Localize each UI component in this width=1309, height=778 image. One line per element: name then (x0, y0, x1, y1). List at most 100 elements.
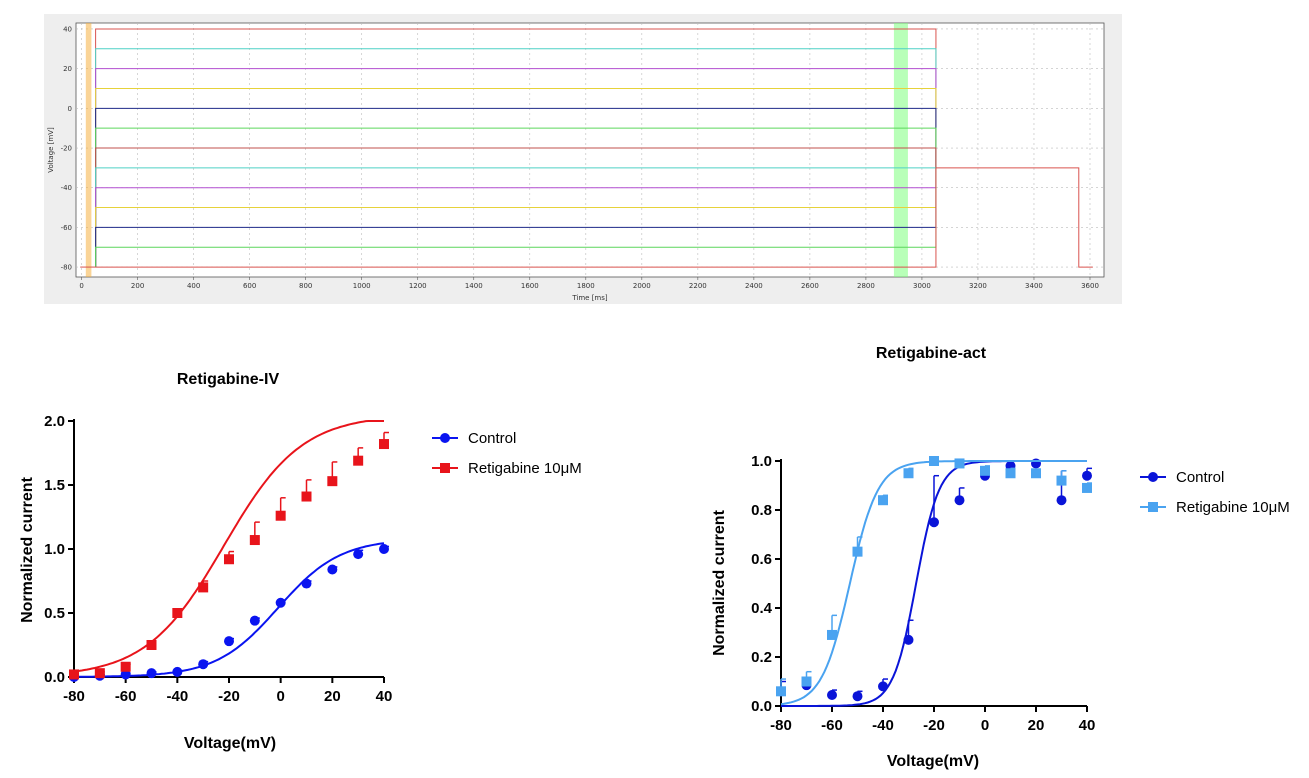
iv-chart-x-tick-label: -80 (63, 688, 85, 705)
iv-y-axis-label: Normalized current (19, 476, 36, 622)
act-chart-data-point (1056, 475, 1067, 486)
protocol-x-tick-label: 3600 (1081, 282, 1099, 290)
protocol-x-tick-label: 3400 (1025, 282, 1043, 290)
iv-chart-legend-marker-0 (440, 433, 450, 443)
iv-chart-data-point (249, 615, 260, 626)
act-chart-data-point (903, 468, 914, 479)
act-chart-data-point (1056, 495, 1067, 506)
protocol-x-tick-label: 800 (299, 282, 312, 290)
iv-chart-data-point (379, 544, 389, 554)
iv-chart-legend-marker-1 (440, 463, 450, 473)
act-chart-data-point (903, 634, 914, 645)
act-chart-data-point (929, 517, 939, 528)
protocol-x-tick-label: 400 (187, 282, 200, 290)
protocol-x-tick-label: 2800 (857, 282, 875, 290)
iv-x-axis-label: Voltage(mV) (184, 735, 276, 752)
act-chart-data-point (1005, 468, 1016, 479)
protocol-x-tick-label: 1000 (353, 282, 371, 290)
iv-chart-data-point (172, 666, 183, 677)
iv-chart-y-tick-label: 2.0 (44, 413, 65, 430)
iv-chart-data-point (172, 608, 183, 618)
protocol-tail-trace (935, 167, 1093, 268)
protocol-x-tick-label: 2600 (801, 282, 819, 290)
iv-chart-data-point (146, 640, 157, 650)
protocol-x-tick-label: 200 (131, 282, 144, 290)
act-chart-data-point (827, 689, 837, 700)
iv-chart-x-tick-label: 0 (276, 688, 284, 705)
act-chart-data-point (801, 676, 812, 687)
iv-chart-data-point (327, 476, 338, 487)
iv-chart-legend-label-1: Retigabine 10μM (468, 460, 582, 477)
act-chart-y-tick-label: 0.6 (751, 551, 772, 568)
protocol-x-tick-label: 1600 (521, 282, 539, 290)
iv-chart-data-point (327, 564, 338, 575)
act-chart-data-point (980, 465, 990, 476)
protocol-y-tick-label: 20 (63, 65, 72, 73)
act-chart-legend-marker-1 (1148, 502, 1158, 512)
act-y-axis-label: Normalized current (711, 509, 728, 655)
act-chart-data-point (1031, 468, 1041, 479)
act-chart-y-tick-label: 0.2 (751, 649, 772, 666)
protocol-y-tick-label: -40 (61, 184, 72, 192)
act-chart-y-tick-label: 1.0 (751, 453, 772, 470)
act-chart-x-tick-label: -40 (872, 717, 894, 734)
iv-chart-data-point (198, 659, 209, 670)
iv-chart-data-point (224, 636, 234, 647)
iv-chart-y-tick-label: 0.5 (44, 605, 65, 622)
protocol-y-tick-label: -80 (61, 264, 72, 272)
iv-chart-x-tick-label: 20 (324, 688, 341, 705)
protocol-y-tick-label: -20 (61, 145, 72, 153)
iv-chart-x-tick-label: -20 (218, 688, 240, 705)
act-chart-legend-marker-0 (1148, 472, 1158, 482)
act-chart-data-point (776, 686, 786, 697)
act-chart-legend-label-1: Retigabine 10μM (1176, 499, 1290, 516)
protocol-cursor-band (85, 23, 92, 277)
protocol-cursor-band (893, 23, 908, 277)
iv-chart-data-point (120, 669, 131, 680)
protocol-y-tick-label: 40 (63, 25, 72, 33)
iv-chart-data-point (120, 661, 131, 672)
protocol-x-tick-label: 3000 (913, 282, 931, 290)
iv-chart-fit-curve-1 (73, 420, 384, 673)
act-chart-x-tick-label: 20 (1028, 717, 1045, 734)
act-chart: Retigabine-act Voltage(mV) Normalized cu… (711, 345, 1290, 770)
protocol-plot-area (75, 22, 1105, 278)
act-chart-x-tick-label: -20 (923, 717, 945, 734)
iv-chart-x-tick-label: 40 (376, 688, 393, 705)
protocol-x-tick-label: 0 (79, 282, 83, 290)
iv-chart-data-point (301, 578, 312, 589)
act-chart-legend-label-0: Control (1176, 469, 1224, 486)
protocol-x-tick-label: 1400 (465, 282, 483, 290)
iv-chart-data-point (224, 554, 234, 565)
iv-chart-y-tick-label: 1.0 (44, 541, 65, 558)
iv-chart-y-tick-label: 1.5 (44, 477, 65, 494)
act-chart-y-tick-label: 0.0 (751, 698, 772, 715)
iv-chart-data-point (301, 491, 312, 502)
act-chart-x-tick-label: 0 (981, 717, 989, 734)
act-chart-data-point (878, 495, 888, 506)
act-chart-data-point (852, 691, 863, 702)
iv-chart-data-point (275, 510, 286, 521)
iv-chart-x-tick-label: -60 (115, 688, 137, 705)
iv-chart-y-tick-label: 0.0 (44, 669, 65, 686)
act-chart-x-tick-label: -60 (821, 717, 843, 734)
protocol-x-tick-label: 2200 (689, 282, 707, 290)
protocol-step-trace (95, 167, 937, 268)
iv-chart-title: Retigabine-IV (177, 371, 280, 388)
act-chart-title: Retigabine-act (876, 345, 987, 362)
act-x-axis-label: Voltage(mV) (887, 753, 979, 770)
protocol-x-tick-label: 1800 (577, 282, 595, 290)
protocol-x-tick-label: 1200 (409, 282, 427, 290)
protocol-x-tick-label: 2400 (745, 282, 763, 290)
iv-chart-x-tick-label: -40 (166, 688, 188, 705)
protocol-x-tick-label: 600 (243, 282, 256, 290)
protocol-y-tick-label: -60 (61, 224, 72, 232)
act-chart-data-point (954, 458, 965, 469)
act-chart-data-point (954, 495, 965, 506)
act-chart-data-point (929, 456, 939, 466)
protocol-x-tick-label: 3200 (969, 282, 987, 290)
iv-chart-data-point (94, 668, 105, 679)
iv-chart-data-point (275, 597, 286, 608)
act-chart-data-point (1082, 470, 1092, 481)
